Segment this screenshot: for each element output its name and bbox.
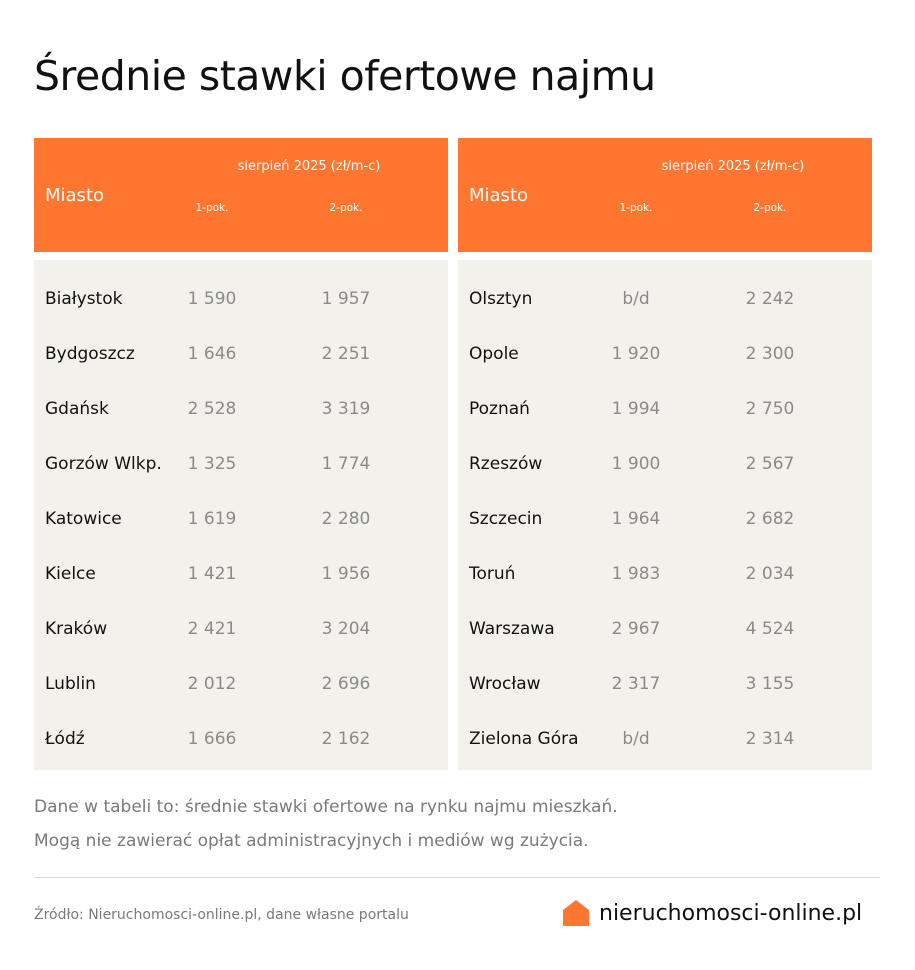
table-row: Bydgoszcz 1 646 2 251: [34, 340, 448, 370]
city-name: Bydgoszcz: [45, 344, 135, 364]
note-line: Dane w tabeli to: średnie stawki ofertow…: [34, 797, 618, 817]
rent-2-room: 4 524: [745, 619, 795, 639]
table-row: Białystok 1 590 1 957: [34, 285, 448, 315]
city-name: Toruń: [469, 564, 516, 584]
city-name: Łódź: [45, 729, 85, 749]
table-row: Szczecin 1 964 2 682: [458, 505, 872, 535]
rent-2-room: 2 242: [745, 289, 795, 309]
rent-1-room: 2 421: [187, 619, 237, 639]
rent-2-room: 1 774: [321, 454, 371, 474]
rent-2-room: 3 319: [321, 399, 371, 419]
rent-1-room: 2 012: [187, 674, 237, 694]
rent-2-room: 2 314: [745, 729, 795, 749]
table-row: Lublin 2 012 2 696: [34, 670, 448, 700]
header-2-room: 2-pok.: [753, 202, 787, 214]
table-row: Wrocław 2 317 3 155: [458, 670, 872, 700]
table-row: Kraków 2 421 3 204: [34, 615, 448, 645]
rent-1-room: 1 619: [187, 509, 237, 529]
city-name: Warszawa: [469, 619, 555, 639]
header-period: sierpień 2025 (zł/m-c): [661, 159, 805, 174]
city-name: Lublin: [45, 674, 96, 694]
source-text: Źródło: Nieruchomosci-online.pl, dane wł…: [34, 907, 409, 923]
rent-1-room: 1 646: [187, 344, 237, 364]
rent-1-room: 1 666: [187, 729, 237, 749]
rent-2-room: 2 280: [321, 509, 371, 529]
rent-1-room: 1 964: [611, 509, 661, 529]
city-name: Zielona Góra: [469, 729, 579, 749]
header-2-room: 2-pok.: [329, 202, 363, 214]
table-row: Kielce 1 421 1 956: [34, 560, 448, 590]
city-name: Gdańsk: [45, 399, 109, 419]
rent-2-room: 3 204: [321, 619, 371, 639]
table-right: Miasto sierpień 2025 (zł/m-c) 1-pok. 2-p…: [458, 138, 872, 770]
rent-1-room: 2 317: [611, 674, 661, 694]
rent-1-room: 1 994: [611, 399, 661, 419]
city-name: Białystok: [45, 289, 123, 309]
table-body: Białystok 1 590 1 957 Bydgoszcz 1 646 2 251 Gd…: [34, 260, 448, 770]
rent-2-room: 2 682: [745, 509, 795, 529]
city-name: Kielce: [45, 564, 96, 584]
city-name: Kraków: [45, 619, 108, 639]
logo: nieruchomosci-online.pl: [563, 900, 862, 926]
table-row: Rzeszów 1 900 2 567: [458, 450, 872, 480]
city-name: Szczecin: [469, 509, 543, 529]
table-left: Miasto sierpień 2025 (zł/m-c) 1-pok. 2-p…: [34, 138, 448, 770]
rent-2-room: 2 567: [745, 454, 795, 474]
note-line: Mogą nie zawierać opłat administracyjnyc…: [34, 831, 589, 851]
rent-2-room: 1 957: [321, 289, 371, 309]
table-row: Gorzów Wlkp. 1 325 1 774: [34, 450, 448, 480]
rent-2-room: 3 155: [745, 674, 795, 694]
table-row: Olsztyn b/d 2 242: [458, 285, 872, 315]
rent-2-room: 2 251: [321, 344, 371, 364]
table-header: Miasto sierpień 2025 (zł/m-c) 1-pok. 2-p…: [34, 138, 448, 252]
city-name: Poznań: [469, 399, 530, 419]
logo-text: nieruchomosci-online.pl: [599, 900, 863, 926]
city-name: Rzeszów: [469, 454, 543, 474]
rent-1-room: b/d: [622, 289, 650, 309]
table-header: Miasto sierpień 2025 (zł/m-c) 1-pok. 2-p…: [458, 138, 872, 252]
rent-2-room: 2 034: [745, 564, 795, 584]
table-row: Zielona Góra b/d 2 314: [458, 725, 872, 755]
divider: [34, 877, 880, 878]
header-1-room: 1-pok.: [195, 202, 229, 214]
rent-1-room: 1 421: [187, 564, 237, 584]
table-row: Opole 1 920 2 300: [458, 340, 872, 370]
city-name: Wrocław: [469, 674, 541, 694]
city-name: Katowice: [45, 509, 122, 529]
header-city: Miasto: [469, 185, 529, 206]
header-period: sierpień 2025 (zł/m-c): [237, 159, 381, 174]
rent-1-room: b/d: [622, 729, 650, 749]
rent-2-room: 2 162: [321, 729, 371, 749]
city-name: Opole: [469, 344, 519, 364]
table-row: Poznań 1 994 2 750: [458, 395, 872, 425]
city-name: Gorzów Wlkp.: [45, 454, 162, 474]
table-row: Warszawa 2 967 4 524: [458, 615, 872, 645]
rent-1-room: 1 920: [611, 344, 661, 364]
header-1-room: 1-pok.: [619, 202, 653, 214]
table-row: Katowice 1 619 2 280: [34, 505, 448, 535]
table-row: Gdańsk 2 528 3 319: [34, 395, 448, 425]
table-row: Łódź 1 666 2 162: [34, 725, 448, 755]
rent-2-room: 2 696: [321, 674, 371, 694]
rent-1-room: 2 967: [611, 619, 661, 639]
rent-2-room: 2 300: [745, 344, 795, 364]
rent-1-room: 1 983: [611, 564, 661, 584]
rent-2-room: 1 956: [321, 564, 371, 584]
house-icon: [563, 900, 589, 926]
rent-1-room: 2 528: [187, 399, 237, 419]
header-city: Miasto: [45, 185, 105, 206]
city-name: Olsztyn: [469, 289, 533, 309]
rent-1-room: 1 900: [611, 454, 661, 474]
rent-2-room: 2 750: [745, 399, 795, 419]
table-body: Olsztyn b/d 2 242 Opole 1 920 2 300 Poznań 1 99…: [458, 260, 872, 770]
table-row: Toruń 1 983 2 034: [458, 560, 872, 590]
rent-1-room: 1 325: [187, 454, 237, 474]
page-title: Średnie stawki ofertowe najmu: [34, 52, 656, 100]
rent-1-room: 1 590: [187, 289, 237, 309]
